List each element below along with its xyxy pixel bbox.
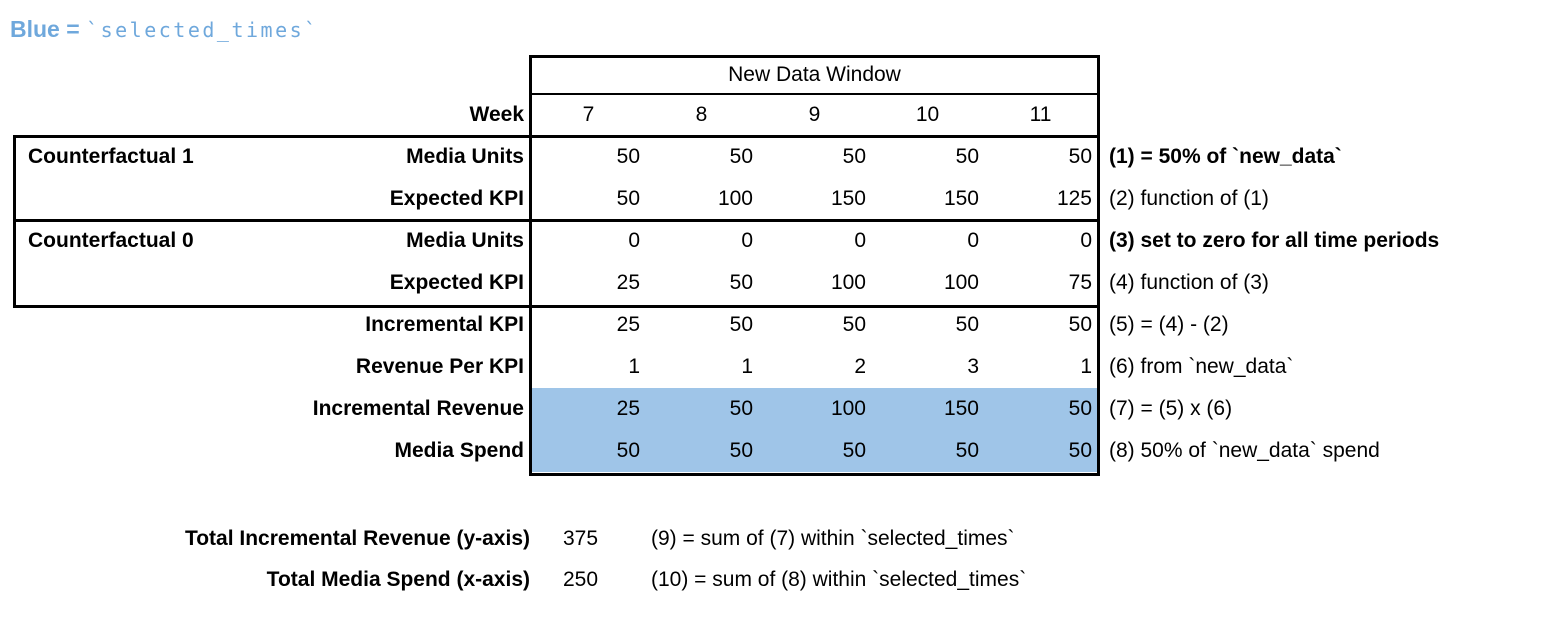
total-incremental-revenue-label: Total Incremental Revenue (y-axis) bbox=[184, 527, 530, 550]
legend-code: `selected_times` bbox=[86, 18, 319, 42]
data-cell: 150 bbox=[830, 187, 866, 210]
annotation: (7) = (5) x (6) bbox=[1109, 397, 1233, 420]
table-row: 25 50 50 50 50 bbox=[532, 304, 1097, 346]
new-data-window-title: New Data Window bbox=[728, 63, 901, 86]
data-cell: 25 bbox=[616, 271, 640, 294]
table-row: 50 100 150 150 125 bbox=[532, 178, 1097, 220]
data-cell: 0 bbox=[854, 229, 866, 252]
data-cell: 50 bbox=[729, 271, 753, 294]
data-window-header-divider bbox=[529, 93, 1100, 95]
data-cell: 50 bbox=[1068, 397, 1092, 420]
data-cell: 50 bbox=[842, 145, 866, 168]
data-cell: 0 bbox=[1080, 229, 1092, 252]
annotation: (8) 50% of `new_data` spend bbox=[1109, 439, 1380, 462]
data-cell: 1 bbox=[741, 355, 753, 378]
total-incremental-revenue-value: 375 bbox=[563, 527, 599, 550]
data-cell: 50 bbox=[955, 313, 979, 336]
data-cell: 50 bbox=[729, 439, 753, 462]
annotation: (3) set to zero for all time periods bbox=[1109, 229, 1440, 252]
total-media-spend-note: (10) = sum of (8) within `selected_times… bbox=[651, 568, 1027, 591]
data-cell: 50 bbox=[729, 397, 753, 420]
data-cell: 150 bbox=[943, 397, 979, 420]
row-label: Media Units bbox=[406, 229, 524, 252]
data-cell: 100 bbox=[830, 397, 866, 420]
row-label: Incremental Revenue bbox=[312, 397, 524, 420]
week-header-row: 7 8 9 10 11 bbox=[532, 94, 1097, 135]
data-cell: 50 bbox=[1068, 145, 1092, 168]
data-cell: 50 bbox=[955, 439, 979, 462]
counterfactual-0-border bbox=[13, 219, 1100, 308]
week-number: 10 bbox=[915, 103, 940, 126]
row-label: Media Spend bbox=[394, 439, 524, 462]
highlight-legend: Blue = `selected_times` bbox=[10, 16, 319, 43]
annotation: (5) = (4) - (2) bbox=[1109, 313, 1229, 336]
data-cell: 50 bbox=[1068, 313, 1092, 336]
data-cell: 50 bbox=[729, 313, 753, 336]
data-cell: 3 bbox=[967, 355, 979, 378]
annotation: (1) = 50% of `new_data` bbox=[1109, 145, 1342, 168]
total-media-spend-value: 250 bbox=[563, 568, 599, 591]
data-cell: 1 bbox=[628, 355, 640, 378]
table-row: 50 50 50 50 50 bbox=[532, 136, 1097, 178]
row-label: Expected KPI bbox=[389, 271, 524, 294]
data-cell: 25 bbox=[616, 397, 640, 420]
table-row-highlighted: 50 50 50 50 50 bbox=[532, 430, 1097, 472]
data-cell: 100 bbox=[830, 271, 866, 294]
data-cell: 150 bbox=[943, 187, 979, 210]
data-cell: 125 bbox=[1056, 187, 1092, 210]
table-row: 25 50 100 100 75 bbox=[532, 262, 1097, 304]
total-incremental-revenue-note: (9) = sum of (7) within `selected_times` bbox=[651, 527, 1015, 550]
data-cell: 2 bbox=[854, 355, 866, 378]
data-cell: 50 bbox=[1068, 439, 1092, 462]
data-cell: 50 bbox=[955, 145, 979, 168]
data-cell: 0 bbox=[628, 229, 640, 252]
table-row: 0 0 0 0 0 bbox=[532, 220, 1097, 262]
data-cell: 0 bbox=[741, 229, 753, 252]
data-cell: 50 bbox=[616, 187, 640, 210]
data-grid: 50 50 50 50 50 50 100 150 150 125 0 0 0 … bbox=[532, 136, 1097, 472]
week-number: 9 bbox=[808, 103, 821, 126]
data-cell: 75 bbox=[1068, 271, 1092, 294]
data-cell: 100 bbox=[717, 187, 753, 210]
annotation-column: (1) = 50% of `new_data` (2) function of … bbox=[1109, 136, 1543, 472]
row-label: Expected KPI bbox=[389, 187, 524, 210]
week-number: 8 bbox=[695, 103, 708, 126]
legend-prefix: Blue = bbox=[10, 16, 87, 42]
row-label: Revenue Per KPI bbox=[355, 355, 524, 378]
row-label-column: Media Units Expected KPI Media Units Exp… bbox=[0, 136, 524, 472]
data-cell: 25 bbox=[616, 313, 640, 336]
data-cell: 50 bbox=[842, 313, 866, 336]
week-header-label: Week bbox=[469, 103, 524, 126]
data-cell: 50 bbox=[616, 145, 640, 168]
group-label-counterfactual-1: Counterfactual 1 bbox=[28, 145, 194, 168]
data-cell: 100 bbox=[943, 271, 979, 294]
row-label: Incremental KPI bbox=[365, 313, 524, 336]
data-cell: 1 bbox=[1080, 355, 1092, 378]
table-row: 1 1 2 3 1 bbox=[532, 346, 1097, 388]
data-cell: 50 bbox=[729, 145, 753, 168]
row-label: Media Units bbox=[406, 145, 524, 168]
group-label-counterfactual-0: Counterfactual 0 bbox=[28, 229, 194, 252]
annotation: (2) function of (1) bbox=[1109, 187, 1269, 210]
data-cell: 50 bbox=[842, 439, 866, 462]
data-cell: 50 bbox=[616, 439, 640, 462]
table-row-highlighted: 25 50 100 150 50 bbox=[532, 388, 1097, 430]
annotation: (4) function of (3) bbox=[1109, 271, 1269, 294]
total-media-spend-label: Total Media Spend (x-axis) bbox=[266, 568, 530, 591]
week-number: 11 bbox=[1029, 103, 1052, 126]
week-number: 7 bbox=[582, 103, 595, 126]
annotation: (6) from `new_data` bbox=[1109, 355, 1294, 378]
data-cell: 0 bbox=[967, 229, 979, 252]
